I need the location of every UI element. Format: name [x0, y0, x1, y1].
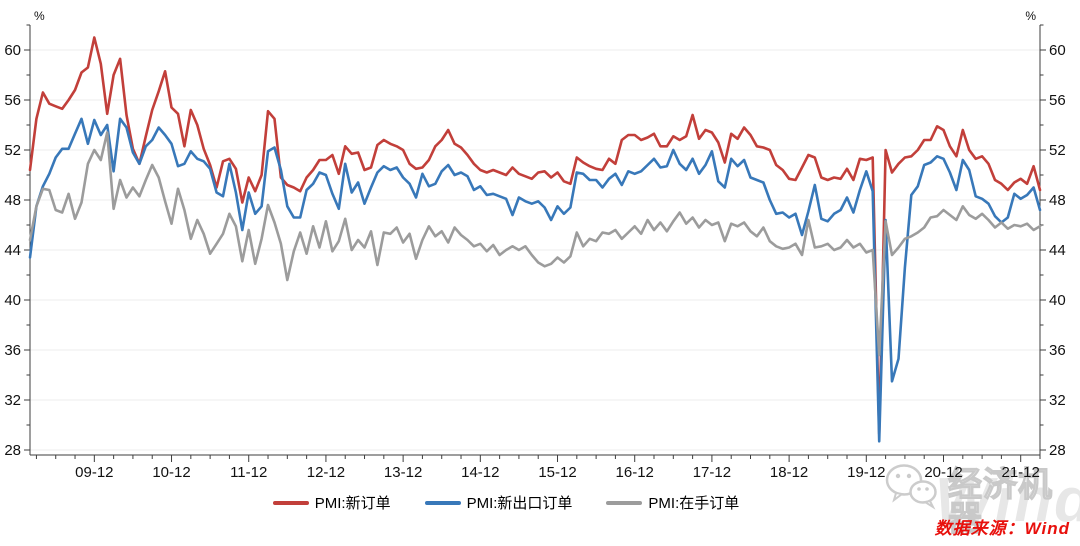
- legend-item-new-export-orders: PMI:新出口订单: [424, 492, 573, 513]
- svg-text:36: 36: [4, 342, 21, 359]
- svg-text:09-12: 09-12: [75, 464, 113, 481]
- svg-text:17-12: 17-12: [693, 464, 731, 481]
- data-source-note: 数据来源：Wind: [934, 519, 1070, 538]
- svg-text:52: 52: [4, 142, 21, 159]
- svg-text:10-12: 10-12: [152, 464, 190, 481]
- svg-text:36: 36: [1049, 342, 1066, 359]
- svg-text:60: 60: [4, 42, 21, 59]
- svg-text:21-12: 21-12: [1002, 464, 1040, 481]
- svg-text:44: 44: [4, 242, 21, 259]
- legend-label-new-orders: PMI:新订单: [314, 495, 391, 512]
- svg-text:44: 44: [1049, 242, 1066, 259]
- wind-watermark-text: Wind: [935, 466, 1080, 535]
- chart-legend: PMI:新订单 PMI:新出口订单 PMI:在手订单: [0, 492, 1046, 513]
- svg-text:28: 28: [4, 442, 21, 459]
- legend-item-new-orders: PMI:新订单: [272, 492, 391, 513]
- svg-text:12-12: 12-12: [307, 464, 345, 481]
- legend-label-new-export-orders: PMI:新出口订单: [466, 495, 573, 512]
- svg-text:19-12: 19-12: [847, 464, 885, 481]
- svg-text:48: 48: [1049, 192, 1066, 209]
- svg-text:28: 28: [1049, 442, 1066, 459]
- svg-text:%: %: [1025, 9, 1036, 23]
- svg-text:18-12: 18-12: [770, 464, 808, 481]
- svg-text:32: 32: [1049, 392, 1066, 409]
- legend-swatch-backlog-orders: [606, 500, 643, 505]
- svg-text:20-12: 20-12: [924, 464, 962, 481]
- brand-watermark-text: 经济机器: [947, 466, 1053, 538]
- svg-text:60: 60: [1049, 42, 1066, 59]
- svg-text:%: %: [34, 9, 45, 23]
- svg-text:14-12: 14-12: [461, 464, 499, 481]
- legend-label-backlog-orders: PMI:在手订单: [648, 495, 740, 512]
- legend-swatch-new-orders: [272, 500, 309, 505]
- svg-text:40: 40: [1049, 292, 1066, 309]
- svg-text:11-12: 11-12: [230, 464, 267, 481]
- svg-text:15-12: 15-12: [538, 464, 576, 481]
- wechat-icon: [882, 462, 940, 515]
- svg-text:56: 56: [1049, 92, 1066, 109]
- legend-item-backlog-orders: PMI:在手订单: [606, 492, 739, 513]
- series-line: [28, 36, 1042, 436]
- legend-swatch-new-export-orders: [424, 500, 461, 505]
- svg-text:52: 52: [1049, 142, 1066, 159]
- svg-text:32: 32: [4, 392, 21, 409]
- series-line: [28, 117, 1042, 443]
- svg-text:13-12: 13-12: [384, 464, 422, 481]
- series-line: [28, 131, 1042, 357]
- svg-text:40: 40: [4, 292, 21, 309]
- svg-text:16-12: 16-12: [616, 464, 654, 481]
- svg-text:48: 48: [4, 192, 21, 209]
- svg-text:56: 56: [4, 92, 21, 109]
